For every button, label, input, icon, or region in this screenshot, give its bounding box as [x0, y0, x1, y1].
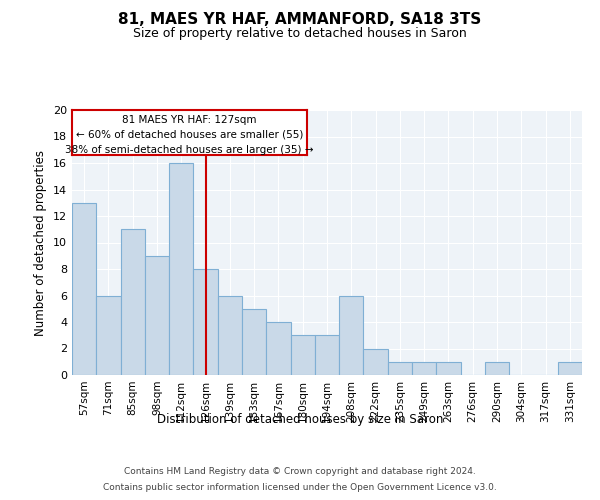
Text: Contains HM Land Registry data © Crown copyright and database right 2024.: Contains HM Land Registry data © Crown c…: [124, 468, 476, 476]
Bar: [388, 362, 412, 375]
Bar: [96, 296, 121, 375]
Bar: [412, 362, 436, 375]
Bar: [558, 362, 582, 375]
Bar: [72, 203, 96, 375]
Bar: [364, 348, 388, 375]
Y-axis label: Number of detached properties: Number of detached properties: [34, 150, 47, 336]
Bar: [290, 335, 315, 375]
Text: Size of property relative to detached houses in Saron: Size of property relative to detached ho…: [133, 28, 467, 40]
Bar: [121, 229, 145, 375]
Text: Contains public sector information licensed under the Open Government Licence v3: Contains public sector information licen…: [103, 484, 497, 492]
Bar: [169, 163, 193, 375]
Bar: [242, 308, 266, 375]
Bar: [193, 269, 218, 375]
Bar: [485, 362, 509, 375]
Text: Distribution of detached houses by size in Saron: Distribution of detached houses by size …: [157, 412, 443, 426]
Text: 81, MAES YR HAF, AMMANFORD, SA18 3TS: 81, MAES YR HAF, AMMANFORD, SA18 3TS: [118, 12, 482, 28]
Bar: [266, 322, 290, 375]
Bar: [218, 296, 242, 375]
Bar: [145, 256, 169, 375]
Bar: [315, 335, 339, 375]
Bar: [339, 296, 364, 375]
Bar: [436, 362, 461, 375]
